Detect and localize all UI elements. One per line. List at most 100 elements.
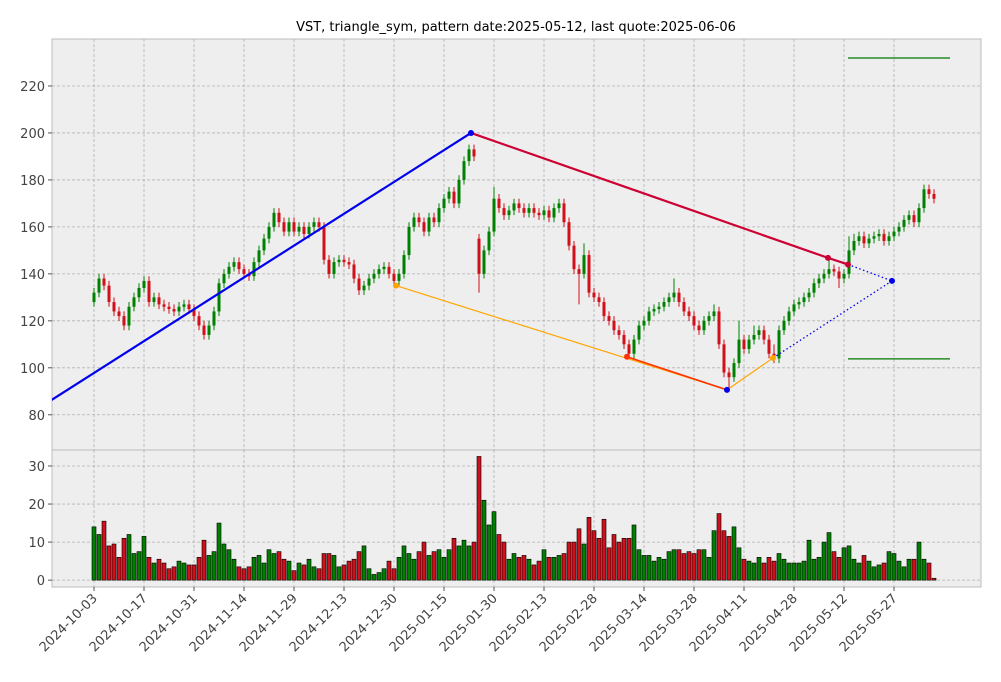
volume-bar <box>576 528 582 581</box>
volume-bar <box>696 549 702 581</box>
volume-bar <box>381 568 387 581</box>
volume-bar <box>856 562 862 581</box>
candle-body <box>372 273 376 279</box>
candle-body <box>452 191 456 204</box>
volume-bar <box>141 536 147 581</box>
volume-bar <box>826 532 832 581</box>
candle-body <box>157 297 161 305</box>
candle-body <box>337 259 341 263</box>
candle-body <box>867 238 871 244</box>
candle-body <box>802 297 806 303</box>
candle-body <box>612 320 616 331</box>
price-marks <box>52 57 950 402</box>
volume-bar <box>361 545 367 581</box>
volume-bar <box>686 551 692 581</box>
candle-body <box>857 236 861 241</box>
candle-body <box>357 278 361 291</box>
volume-bar <box>251 557 257 581</box>
candle-body <box>642 320 646 326</box>
volume-bar <box>456 545 462 581</box>
candle-body <box>657 306 661 310</box>
candle-body <box>252 262 256 277</box>
candle-body <box>747 339 751 350</box>
y-tick-label: 80 <box>28 409 45 424</box>
candle-body <box>727 372 731 378</box>
volume-bar <box>691 553 697 581</box>
candle-body <box>417 217 421 223</box>
candle-body <box>347 262 351 265</box>
candle-body <box>852 240 856 251</box>
volume-bar <box>681 553 687 581</box>
candle-body <box>427 217 431 232</box>
volume-bar <box>651 560 657 581</box>
volume-bar <box>286 560 292 581</box>
candle-body <box>202 325 206 335</box>
candle-body <box>172 309 176 312</box>
y-tick-label: 220 <box>20 80 45 95</box>
candle-body <box>902 219 906 227</box>
candle-body <box>897 226 901 232</box>
candle-body <box>492 198 496 232</box>
candle-body <box>192 309 196 317</box>
volume-bar <box>881 562 887 581</box>
candle-body <box>547 210 551 218</box>
volume-bar <box>656 557 662 581</box>
volume-bar <box>331 555 337 581</box>
volume-bar <box>521 555 527 581</box>
candle-body <box>222 273 226 284</box>
volume-bar <box>766 557 772 581</box>
candle-body <box>117 311 121 317</box>
candle-body <box>182 304 186 307</box>
candle-body <box>722 344 726 373</box>
volume-bar <box>736 547 742 581</box>
volume-bar <box>166 568 172 581</box>
candle-body <box>827 269 831 274</box>
volume-bar <box>501 541 507 581</box>
volume-bar <box>861 555 867 581</box>
volume-bar <box>661 558 667 581</box>
candle-body <box>387 266 391 274</box>
volume-bar <box>296 562 302 581</box>
volume-bar <box>781 558 787 581</box>
volume-bar <box>446 549 452 581</box>
candle-body <box>917 208 921 223</box>
candle-body <box>617 330 621 335</box>
volume-bar <box>271 553 277 581</box>
volume-bar <box>391 568 397 581</box>
y-tick-label: 200 <box>20 127 45 142</box>
candle-body <box>662 302 666 307</box>
volume-bar <box>711 530 717 581</box>
volume-bar <box>751 562 757 581</box>
volume-bar <box>666 551 672 581</box>
volume-bar <box>366 568 372 581</box>
volume-bar <box>421 541 427 581</box>
volume-bar <box>511 553 517 581</box>
volume-bar <box>741 558 747 581</box>
volume-bar <box>136 551 142 581</box>
volume-bar <box>841 547 847 581</box>
candle-body <box>872 236 876 239</box>
volume-bar <box>546 557 552 581</box>
volume-bar <box>211 551 217 581</box>
volume-bar <box>181 562 187 581</box>
candle-body <box>327 259 331 274</box>
volume-bar <box>231 558 237 581</box>
candle-body <box>557 203 561 209</box>
candle-body <box>672 292 676 298</box>
candle-body <box>367 278 371 286</box>
volume-bar <box>636 549 642 581</box>
candle-body <box>482 250 486 274</box>
candle-body <box>277 212 281 223</box>
candle-body <box>197 316 201 326</box>
volume-bar <box>871 566 877 581</box>
y-tick-label: 10 <box>28 536 45 551</box>
volume-bar <box>466 545 472 581</box>
volume-bar <box>541 549 547 581</box>
y-tick-label: 20 <box>28 498 45 513</box>
volume-bar <box>161 562 167 581</box>
volume-bar <box>626 537 632 581</box>
candle-body <box>877 233 881 237</box>
volume-bar <box>771 560 777 581</box>
volume-bar <box>376 572 382 581</box>
